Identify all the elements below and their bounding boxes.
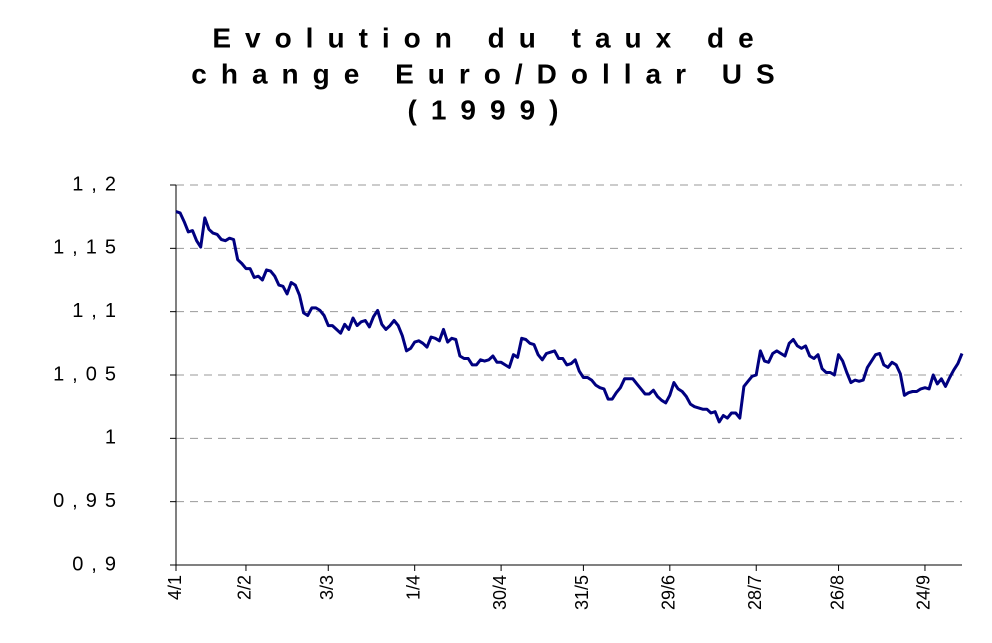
x-tick-label: 1/4 (403, 575, 423, 600)
x-tick-label: 28/7 (745, 575, 765, 610)
x-tick-label: 4/1 (165, 575, 185, 600)
x-tick-label: 31/5 (572, 575, 592, 610)
y-tick-label: 1,05 (53, 363, 124, 385)
x-tick-label: 2/2 (235, 575, 255, 600)
x-tick-label: 24/9 (914, 575, 934, 610)
y-tick-label: 1,2 (72, 173, 124, 195)
y-tick-label: 1 (105, 427, 124, 449)
chart-title: Evolution du taux de (212, 22, 767, 53)
chart-title: (1999) (408, 94, 573, 125)
chart-title: change Euro/Dollar US (191, 58, 788, 89)
y-tick-label: 0,95 (53, 490, 124, 512)
data-line (175, 210, 964, 424)
y-tick-label: 1,1 (72, 300, 124, 322)
y-tick-label: 0,9 (72, 553, 124, 575)
x-tick-label: 29/6 (659, 575, 679, 610)
x-tick-label: 3/3 (317, 575, 337, 600)
x-tick-label: 26/8 (827, 575, 847, 610)
y-tick-label: 1,15 (53, 237, 124, 259)
x-tick-label: 30/4 (490, 575, 510, 610)
